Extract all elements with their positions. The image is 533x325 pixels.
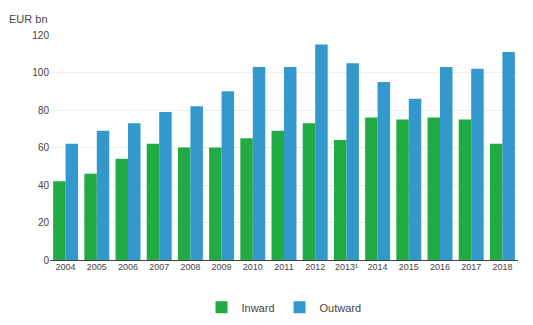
svg-text:0: 0	[43, 255, 49, 266]
svg-text:2005: 2005	[87, 262, 107, 272]
svg-text:2013¹: 2013¹	[335, 262, 358, 272]
svg-text:60: 60	[38, 142, 50, 153]
svg-text:80: 80	[38, 105, 50, 116]
svg-text:2012: 2012	[305, 262, 325, 272]
svg-text:2011: 2011	[274, 262, 293, 272]
svg-text:20: 20	[38, 217, 50, 228]
svg-text:Outward: Outward	[320, 302, 362, 314]
svg-text:2006: 2006	[118, 262, 138, 272]
svg-text:Inward: Inward	[242, 302, 275, 314]
svg-text:2018: 2018	[492, 262, 512, 272]
svg-text:2017: 2017	[461, 262, 481, 272]
svg-text:2004: 2004	[56, 262, 76, 272]
svg-text:40: 40	[38, 180, 50, 191]
svg-text:100: 100	[32, 67, 49, 78]
svg-text:120: 120	[32, 30, 49, 41]
svg-text:EUR bn: EUR bn	[9, 13, 48, 25]
svg-text:2008: 2008	[180, 262, 200, 272]
svg-text:2016: 2016	[430, 262, 450, 272]
svg-text:2010: 2010	[243, 262, 263, 272]
svg-text:2007: 2007	[149, 262, 169, 272]
svg-text:2014: 2014	[368, 262, 388, 272]
svg-text:2015: 2015	[399, 262, 419, 272]
svg-text:2009: 2009	[212, 262, 232, 272]
